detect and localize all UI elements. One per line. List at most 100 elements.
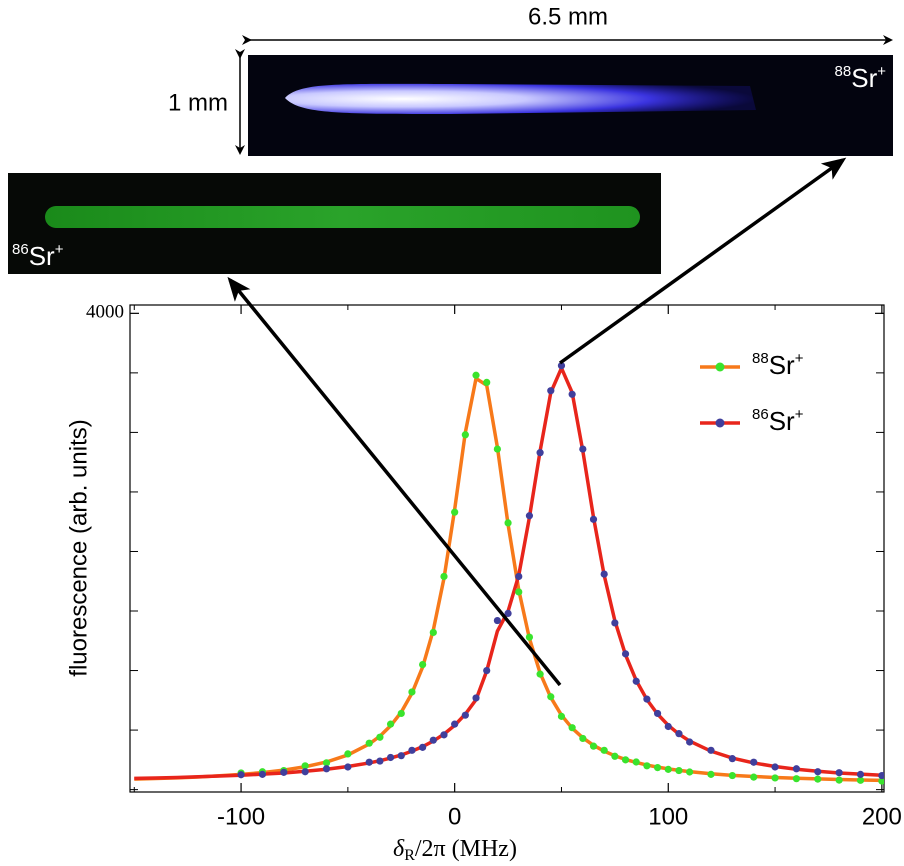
data-point bbox=[632, 758, 640, 766]
data-point bbox=[600, 570, 608, 578]
data-point bbox=[536, 670, 544, 678]
legend-label: 86Sr+ bbox=[752, 406, 804, 436]
data-point bbox=[686, 738, 694, 746]
data-point bbox=[483, 666, 491, 675]
data-point bbox=[653, 763, 662, 772]
data-point bbox=[632, 677, 640, 685]
data-point bbox=[728, 755, 736, 763]
data-point bbox=[237, 771, 245, 779]
data-point bbox=[386, 753, 395, 762]
data-point bbox=[301, 762, 309, 770]
ion-cloud-88 bbox=[285, 83, 756, 114]
x-tick-label: -100 bbox=[217, 803, 265, 830]
overlay bbox=[227, 157, 847, 687]
data-point bbox=[686, 768, 694, 776]
data-point bbox=[397, 709, 405, 718]
data-point bbox=[472, 694, 480, 702]
data-point bbox=[771, 763, 779, 771]
data-point bbox=[547, 387, 555, 395]
data-point bbox=[440, 572, 448, 581]
data-point bbox=[322, 759, 331, 767]
data-point bbox=[344, 750, 352, 758]
data-point bbox=[579, 445, 587, 453]
x-tick-label: 100 bbox=[648, 803, 688, 830]
data-point bbox=[280, 768, 288, 776]
legend-element: Sr bbox=[769, 350, 795, 380]
pointer-arrow bbox=[558, 157, 847, 365]
data-point bbox=[856, 770, 865, 778]
data-point bbox=[568, 390, 576, 398]
data-point bbox=[365, 758, 373, 766]
data-point bbox=[643, 762, 651, 770]
data-point bbox=[429, 628, 437, 637]
image-label: 86Sr+ bbox=[12, 241, 64, 271]
data-point bbox=[440, 731, 448, 739]
data-point bbox=[728, 771, 736, 780]
data-point bbox=[397, 752, 405, 760]
legend-charge: + bbox=[795, 350, 804, 367]
legend-charge: + bbox=[795, 406, 804, 423]
data-point bbox=[611, 752, 619, 760]
data-point bbox=[653, 709, 662, 718]
legend-swatch bbox=[715, 418, 725, 428]
data-point bbox=[547, 693, 555, 701]
data-point bbox=[557, 362, 566, 370]
data-point bbox=[365, 739, 373, 747]
data-point bbox=[451, 720, 459, 728]
data-point bbox=[707, 746, 715, 754]
data-point bbox=[493, 445, 501, 453]
data-point bbox=[525, 633, 534, 641]
data-point bbox=[589, 515, 598, 523]
data-point bbox=[835, 769, 843, 777]
data-point bbox=[589, 742, 598, 750]
legend-mass: 86 bbox=[752, 406, 769, 423]
data-point bbox=[856, 776, 865, 784]
data-point bbox=[750, 773, 758, 781]
data-point bbox=[429, 736, 437, 744]
data-point bbox=[792, 775, 801, 783]
data-point bbox=[750, 758, 758, 766]
data-point bbox=[322, 765, 331, 773]
data-point bbox=[664, 722, 672, 731]
data-point bbox=[419, 660, 427, 669]
length-label: 6.5 mm bbox=[528, 3, 608, 30]
data-area bbox=[134, 362, 884, 785]
y-tick-label: 4000 bbox=[86, 302, 124, 323]
data-point bbox=[408, 746, 416, 754]
ion-cloud-86 bbox=[45, 206, 640, 228]
data-point bbox=[301, 768, 309, 776]
data-point bbox=[536, 449, 544, 457]
x-tick-label: 200 bbox=[862, 803, 902, 830]
image-label: 88Sr+ bbox=[835, 63, 887, 93]
data-point bbox=[376, 733, 384, 741]
data-point bbox=[493, 616, 501, 625]
data-point bbox=[771, 774, 779, 782]
data-point bbox=[408, 688, 416, 696]
legend-mass: 88 bbox=[752, 350, 769, 367]
data-point bbox=[579, 734, 587, 743]
data-point bbox=[878, 771, 884, 780]
fit-line bbox=[134, 375, 882, 783]
data-point bbox=[600, 746, 608, 754]
legend-element: Sr bbox=[769, 406, 795, 436]
data-point bbox=[664, 765, 672, 773]
plot-frame bbox=[129, 304, 885, 793]
data-point bbox=[258, 770, 267, 778]
y-axis-label: fluorescence (arb. units) bbox=[65, 419, 92, 676]
data-point bbox=[386, 720, 395, 728]
pointer-arrow bbox=[227, 276, 562, 687]
height-label: 1 mm bbox=[168, 89, 228, 116]
data-point bbox=[621, 756, 630, 764]
data-point bbox=[461, 711, 469, 719]
data-point bbox=[451, 508, 459, 516]
data-point bbox=[814, 768, 822, 776]
data-point bbox=[814, 775, 822, 783]
data-point bbox=[515, 572, 523, 581]
data-point bbox=[525, 512, 534, 520]
data-point bbox=[376, 757, 384, 765]
data-point bbox=[557, 712, 566, 720]
data-point bbox=[675, 730, 683, 738]
data-point bbox=[568, 724, 576, 732]
